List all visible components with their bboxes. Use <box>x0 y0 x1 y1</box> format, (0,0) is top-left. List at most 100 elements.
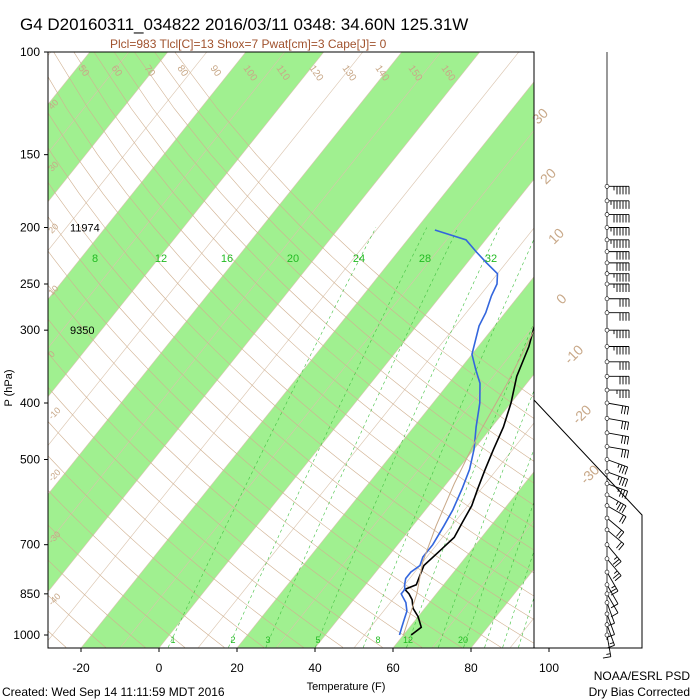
dry-adiabat <box>48 147 534 597</box>
mixing-ratio-line <box>362 238 534 648</box>
isotherm <box>159 178 534 648</box>
isotherm <box>48 52 442 544</box>
dry-adiabat <box>53 52 534 528</box>
mixing-ratio-label-bottom: 12 <box>403 635 413 645</box>
isotherm <box>48 52 286 349</box>
isotherm <box>432 520 534 648</box>
mixing-ratio-lines <box>167 227 534 648</box>
height-label: 9350 <box>70 325 94 337</box>
isotherm-label-top: 90 <box>208 63 224 79</box>
wind-barb <box>604 249 630 260</box>
isotherm-label-left: -10 <box>46 405 62 421</box>
credit-text: NOAA/ESRL PSD <box>594 669 691 683</box>
mixing-ratio-label-bottom: 8 <box>375 635 380 645</box>
y-tick-label: 200 <box>20 221 40 235</box>
isotherm <box>48 52 520 641</box>
wind-barb <box>604 430 630 445</box>
isotherm <box>237 276 534 648</box>
dry-adiabat <box>48 455 264 648</box>
isotherm <box>48 52 403 495</box>
isotherm <box>667 52 700 647</box>
series-parcel <box>402 329 534 636</box>
wind-barb <box>604 416 630 431</box>
y-tick-label: 300 <box>20 323 40 337</box>
dry-adiabat <box>48 216 534 644</box>
mixing-ratio-line <box>406 322 534 648</box>
wind-barb <box>604 225 630 236</box>
isotherm <box>276 325 534 648</box>
y-tick-label: 850 <box>20 587 40 601</box>
mixing-ratio-label-bottom: 20 <box>458 635 468 645</box>
wind-barb <box>604 260 630 271</box>
y-tick-label: 250 <box>20 277 40 291</box>
correction-text: Dry Bias Corrected <box>589 685 690 699</box>
dry-adiabat <box>48 181 534 620</box>
wind-barb <box>604 387 630 399</box>
wind-barbs <box>602 184 630 659</box>
isotherm <box>393 471 534 648</box>
isotherm <box>81 81 534 648</box>
isotherm <box>628 52 700 647</box>
dry-adiabat <box>174 52 534 398</box>
chart-params: Plcl=983 Tlcl[C]=13 Shox=7 Pwat[cm]=3 Ca… <box>110 37 387 51</box>
wind-barb <box>604 556 622 582</box>
dry-adiabat <box>154 52 534 419</box>
dry-adiabat <box>48 594 106 648</box>
dry-adiabat <box>48 76 534 551</box>
dry-adiabat <box>93 52 534 484</box>
x-tick-label: 60 <box>386 661 400 675</box>
wind-barb <box>604 281 630 292</box>
mixing-ratio-line <box>438 389 534 648</box>
y-tick-label: 1000 <box>13 628 40 642</box>
mixing-ratio-label: 16 <box>221 253 233 265</box>
dry-adiabat <box>113 52 534 462</box>
x-axis-label: Temperature (F) <box>307 681 386 693</box>
mixing-ratio-line <box>228 227 428 648</box>
wind-barb <box>604 184 630 195</box>
wind-barb <box>604 542 622 568</box>
wind-barb <box>604 457 629 475</box>
dry-adiabat <box>48 352 383 648</box>
dry-adiabat <box>0 52 27 647</box>
mixing-ratio-line <box>484 501 534 648</box>
mixing-ratio-line <box>167 227 377 648</box>
isotherm-label-top: 80 <box>175 63 191 79</box>
mixing-ratio-label-bottom: 3 <box>265 635 270 645</box>
created-timestamp: Created: Wed Sep 14 11:11:59 MDT 2016 <box>2 685 225 699</box>
wind-barb <box>604 600 615 627</box>
x-tick-label: 20 <box>230 661 244 675</box>
isotherm <box>315 373 534 648</box>
wind-barb <box>604 503 627 524</box>
wind-barb <box>604 310 630 321</box>
dry-adiabat <box>48 284 462 648</box>
isotherm-label-top: 130 <box>340 63 359 83</box>
mixing-ratio-label: 32 <box>485 253 497 265</box>
y-tick-label: 400 <box>20 396 40 410</box>
wind-barb <box>604 344 630 355</box>
plot-frame <box>47 51 535 649</box>
y-axis-label: P (hPa) <box>3 369 15 406</box>
x-tick-label: 100 <box>539 661 559 675</box>
mixing-ratio-label: 24 <box>353 253 365 265</box>
adiabat-lines <box>0 52 534 648</box>
x-tick-label: 80 <box>464 661 478 675</box>
mixing-ratio-label-bottom: 2 <box>230 635 235 645</box>
y-tick-label: 100 <box>20 45 40 59</box>
series-temperature <box>403 324 534 636</box>
isotherm <box>48 52 325 398</box>
wind-barb <box>604 527 625 551</box>
wind-barb <box>604 296 630 307</box>
wind-barb <box>604 271 630 282</box>
wind-barb <box>604 374 630 385</box>
isotherm <box>120 130 534 648</box>
wind-barb <box>604 622 615 649</box>
mixing-ratio-label: 28 <box>419 253 431 265</box>
wind-barb <box>604 400 630 415</box>
mixing-ratio-label: 20 <box>287 253 299 265</box>
isotherm <box>48 52 169 203</box>
panel-edge <box>533 399 643 649</box>
sounding-series <box>398 229 534 636</box>
wind-barb <box>604 327 630 339</box>
mixing-ratio-line <box>502 550 534 648</box>
